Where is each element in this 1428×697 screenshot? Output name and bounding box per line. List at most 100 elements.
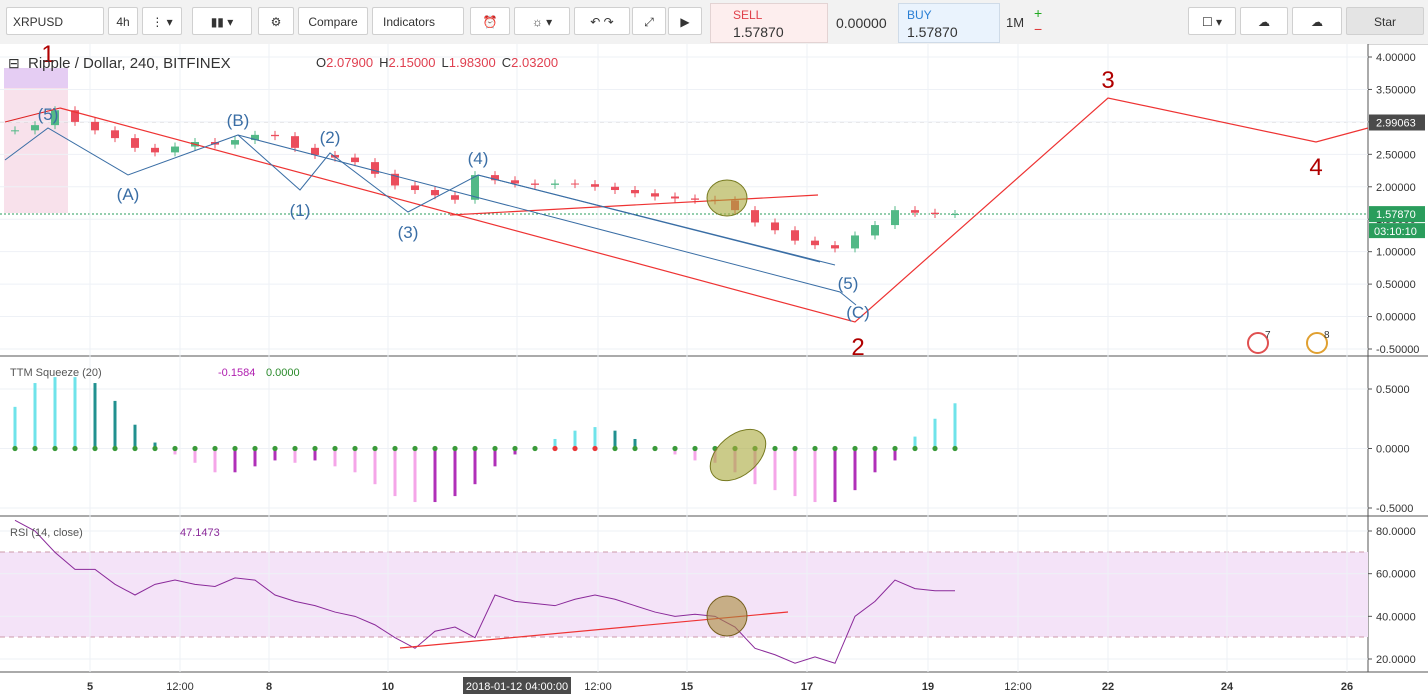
candle	[911, 210, 919, 213]
buy-label: BUY	[907, 8, 932, 22]
candle	[831, 245, 839, 249]
squeeze-dot	[152, 445, 158, 452]
squeeze-bar	[593, 427, 597, 449]
interval-button[interactable]: 4h	[108, 7, 138, 35]
highlight-ellipse	[706, 179, 748, 217]
wave-label: (C)	[846, 303, 870, 322]
candle	[491, 175, 499, 181]
squeeze-dot	[612, 445, 618, 452]
candle	[691, 198, 699, 200]
qty-stepper[interactable]: + −	[1034, 5, 1043, 37]
save[interactable]: ☁	[1292, 7, 1342, 35]
y-tick-label: 0.50000	[1376, 279, 1416, 291]
x-tick-label: 15	[681, 681, 693, 693]
candle	[151, 147, 159, 153]
wave-line	[59, 97, 1369, 323]
replay[interactable]: ▶	[668, 7, 702, 35]
toolbar: XRPUSD 4h ⋮ ▾ ▮▮ ▾ ⚙ Compare Indicators …	[0, 0, 1428, 45]
rsi-title: RSI (14, close)	[10, 527, 83, 539]
squeeze-bar	[553, 438, 557, 449]
x-tick-label: 8	[266, 681, 272, 693]
o-label: O	[316, 55, 326, 70]
squeeze-bar	[133, 424, 137, 449]
wave-label: (B)	[227, 111, 250, 130]
event-icon[interactable]	[1306, 332, 1328, 354]
fib-box	[4, 68, 68, 213]
candle	[791, 230, 799, 241]
squeeze-dot	[172, 445, 178, 452]
fullscreen[interactable]: ⤢	[632, 7, 666, 35]
squeeze-bar	[113, 400, 117, 449]
symbol-input[interactable]: XRPUSD	[6, 7, 104, 35]
l-value: 1.98300	[449, 55, 496, 70]
squeeze-bar	[473, 448, 477, 485]
squeeze-dot	[212, 445, 218, 452]
squeeze-dot	[312, 445, 318, 452]
squeeze-dot	[472, 445, 478, 452]
indicators-button[interactable]: Indicators	[372, 7, 464, 35]
squeeze-bar	[613, 430, 617, 449]
squeeze-bar	[73, 377, 77, 449]
squeeze-bar	[773, 448, 777, 491]
candle	[111, 130, 119, 139]
settings[interactable]: ⚙	[258, 7, 294, 35]
squeeze-bar	[333, 448, 337, 467]
squeeze-dot	[792, 445, 798, 452]
squeeze-dot	[112, 445, 118, 452]
alert[interactable]: ⏰	[470, 7, 510, 35]
squeeze-bar	[953, 403, 957, 449]
y-tick-label: 2.00000	[1376, 182, 1416, 194]
compare-button[interactable]: Compare	[298, 7, 368, 35]
squeeze-bar	[793, 448, 797, 497]
range[interactable]: 1M	[1006, 15, 1025, 30]
x-tick-label: 2018-01-12 04:00:00	[466, 681, 568, 693]
undo-redo[interactable]: ↶ ↷	[574, 7, 630, 35]
y-tick-label: 0.00000	[1376, 312, 1416, 324]
highlight-ellipse	[706, 595, 748, 637]
squeeze-bar	[233, 448, 237, 473]
collapse-icon[interactable]: ⊟	[8, 55, 20, 71]
squeeze-title: TTM Squeeze (20)	[10, 367, 102, 379]
chart-style[interactable]: ▮▮ ▾	[192, 7, 252, 35]
interval-menu[interactable]: ⋮ ▾	[142, 7, 182, 35]
candle	[391, 173, 399, 186]
h-value: 2.15000	[389, 55, 436, 70]
squeeze-bar	[633, 438, 637, 449]
squeeze-bar	[453, 448, 457, 497]
candle	[571, 183, 579, 185]
candle	[311, 147, 319, 155]
squeeze-bar	[253, 448, 257, 467]
sell-price: 1.57870	[733, 24, 784, 40]
squeeze-dot	[892, 445, 898, 452]
h-label: H	[379, 55, 388, 70]
squeeze-dot	[492, 445, 498, 452]
squeeze-dot	[452, 445, 458, 452]
squeeze-dot	[232, 445, 238, 452]
candle	[871, 225, 879, 236]
squeeze-bar	[513, 448, 517, 455]
squeeze-dot	[292, 445, 298, 452]
chart-area: 4.000003.500003.000002.500002.000001.500…	[0, 44, 1428, 694]
squeeze-dot	[72, 445, 78, 452]
x-tick-label: 17	[801, 681, 813, 693]
o-value: 2.07900	[326, 55, 373, 70]
color-picker[interactable]: ☐ ▾	[1188, 7, 1236, 35]
squeeze-dot	[872, 445, 878, 452]
spread: 0.00000	[836, 15, 887, 31]
sell-box[interactable]: SELL 1.57870	[710, 3, 828, 43]
candle	[611, 186, 619, 191]
event-icon[interactable]	[1247, 332, 1269, 354]
star-button[interactable]: Star	[1346, 7, 1424, 35]
buy-box[interactable]: BUY 1.57870	[898, 3, 1000, 43]
candle	[71, 110, 79, 122]
drawings	[4, 97, 1369, 649]
squeeze-bar	[33, 383, 37, 449]
candle	[31, 125, 39, 131]
templates[interactable]: ☼ ▾	[514, 7, 570, 35]
candle	[551, 183, 559, 185]
x-tick-label: 12:00	[584, 681, 612, 693]
squeeze-dot	[512, 445, 518, 452]
squeeze-dot	[632, 445, 638, 452]
load[interactable]: ☁	[1240, 7, 1288, 35]
squeeze-dot	[672, 445, 678, 452]
